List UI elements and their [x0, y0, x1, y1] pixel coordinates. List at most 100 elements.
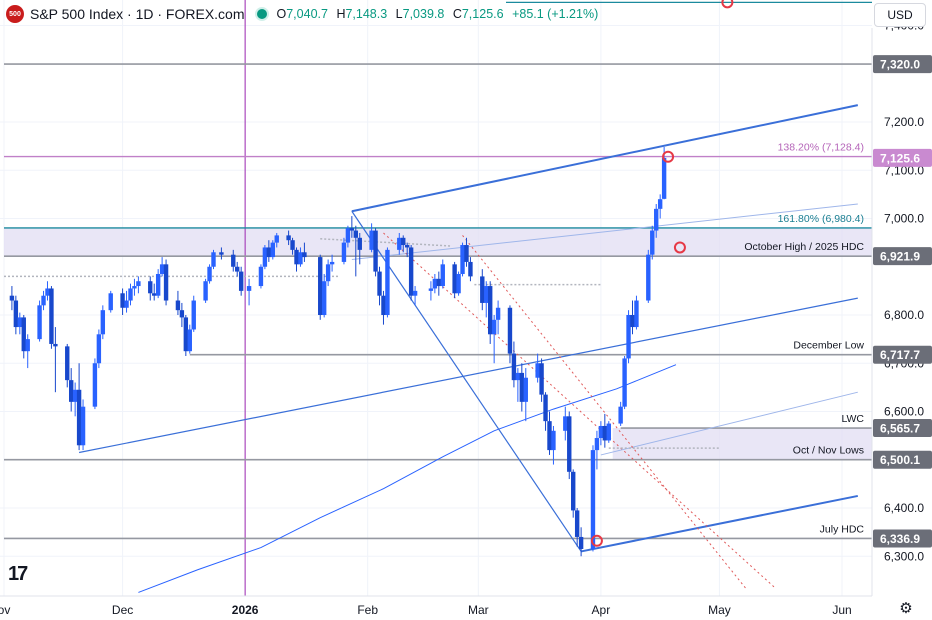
candle-body: [397, 237, 402, 250]
candle: [207, 264, 212, 284]
candle-body: [298, 252, 303, 265]
ohlc-change: +85.1 (+1.21%): [512, 7, 599, 21]
candle-body: [13, 300, 19, 328]
candle: [578, 527, 584, 557]
level-label: December Low: [793, 340, 864, 352]
candle: [428, 281, 434, 301]
candle: [357, 232, 362, 265]
price-tick-label: 7,200.0: [884, 115, 924, 129]
candle-body: [574, 510, 580, 537]
candle: [238, 266, 244, 296]
candle-body: [464, 245, 469, 262]
candle-body: [21, 317, 26, 352]
candle: [17, 312, 23, 335]
candle: [321, 273, 327, 318]
reversal-marker: [662, 150, 675, 163]
candle-body: [274, 235, 279, 243]
level-label: 138.20% (7,128.4): [778, 142, 864, 154]
candle: [49, 286, 54, 349]
candle: [373, 228, 378, 277]
candle: [571, 469, 576, 518]
candle-body: [246, 286, 252, 291]
moving-average-line: [138, 364, 677, 593]
tradingview-logo-icon[interactable]: 17: [8, 563, 28, 585]
candle: [480, 269, 485, 311]
ohlc-open: 7,040.7: [286, 7, 328, 21]
trendline: [580, 494, 859, 553]
trendline: [383, 232, 776, 588]
candle-body: [294, 249, 299, 265]
candle-body: [68, 380, 74, 402]
candle: [108, 290, 113, 313]
candle-body: [302, 252, 307, 258]
symbol-title[interactable]: S&P 500 Index · 1D · FOREX.com: [30, 6, 245, 22]
candle-body: [258, 266, 264, 287]
candle: [318, 254, 323, 320]
candle: [349, 216, 355, 238]
price-badge-label: 6,336.9: [880, 532, 920, 546]
candle: [266, 240, 272, 262]
candle-body: [657, 199, 663, 209]
candle-body: [211, 252, 216, 267]
candle: [80, 399, 86, 451]
time-tick-label: ov: [0, 603, 10, 617]
candle-body: [432, 278, 438, 289]
level-label: October High / 2025 HDC: [744, 241, 864, 253]
price-badge: [873, 148, 932, 167]
price-axis: [872, 0, 932, 620]
candle-body: [480, 276, 485, 303]
trendline: [320, 238, 451, 247]
candle-body: [598, 425, 604, 439]
time-tick-label: Apr: [592, 603, 611, 617]
candle: [440, 259, 445, 289]
candle: [523, 368, 528, 422]
gear-icon[interactable]: ⚙: [899, 600, 913, 617]
price-tick-label: 7,000.0: [884, 212, 924, 226]
level-label: Oct / Nov Lows: [793, 445, 864, 457]
candle-body: [491, 319, 497, 335]
candle: [657, 194, 663, 219]
candle-body: [120, 293, 125, 308]
candle: [258, 264, 264, 289]
candle-body: [203, 281, 208, 301]
candle-body: [373, 230, 378, 272]
candle-body: [341, 242, 347, 262]
candle-body: [76, 389, 82, 446]
price-tick-label: 6,300.0: [884, 549, 924, 563]
candle: [408, 245, 414, 301]
candle: [187, 324, 192, 354]
candle-body: [507, 307, 513, 354]
candle: [602, 413, 608, 448]
candle: [634, 295, 639, 330]
candle: [654, 204, 659, 238]
candle-body: [377, 271, 382, 296]
trendline: [351, 203, 858, 261]
candle-body: [523, 377, 528, 402]
candle-body: [266, 247, 272, 258]
candle-body: [183, 317, 189, 352]
candle-body: [163, 264, 169, 301]
candle-body: [41, 295, 46, 306]
candle: [551, 425, 556, 465]
candle-body: [152, 293, 157, 296]
candle: [45, 281, 50, 301]
candle-body: [590, 450, 596, 550]
candle-body: [128, 288, 133, 301]
candle-body: [578, 536, 584, 550]
currency-selector[interactable]: USD: [874, 3, 926, 27]
candle-body: [626, 315, 631, 359]
candle: [535, 353, 540, 383]
price-badge-label: 6,500.1: [880, 453, 920, 467]
candle-body: [187, 329, 192, 352]
candle: [21, 315, 26, 359]
candle-body: [92, 363, 98, 407]
candle: [262, 245, 268, 270]
candle: [404, 242, 410, 258]
candle-body: [567, 416, 572, 472]
ohlc-readout: O7,040.7 H7,148.3 L7,039.8 C7,125.6 +85.…: [276, 7, 599, 21]
candle-body: [385, 249, 390, 315]
candle: [159, 257, 165, 277]
candle: [345, 225, 351, 248]
candle-body: [219, 252, 224, 255]
